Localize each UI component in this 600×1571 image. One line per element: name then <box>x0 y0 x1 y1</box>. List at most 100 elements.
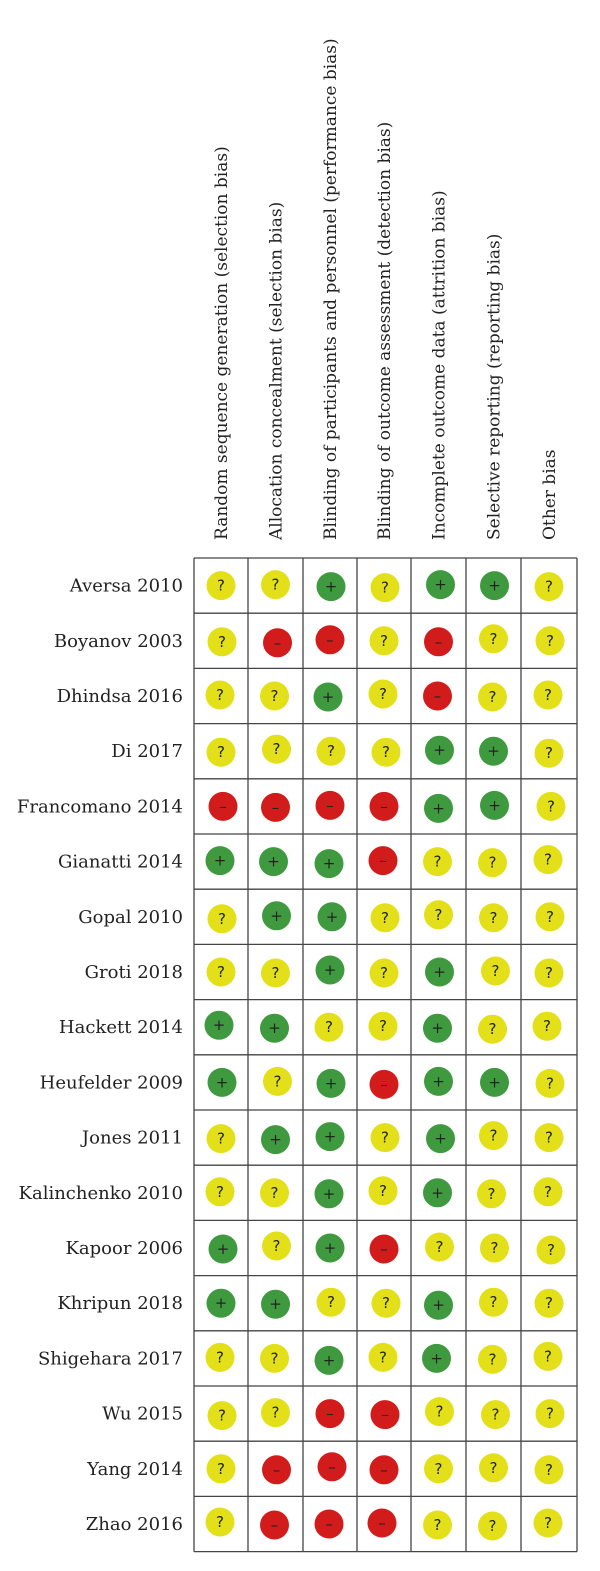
rating-dot-unclear <box>262 734 291 764</box>
rating-symbol: ? <box>379 1348 387 1366</box>
rating-dot-low <box>316 572 346 602</box>
rating-cell-unclear: ? <box>478 848 507 878</box>
rating-symbol: ? <box>545 1294 553 1312</box>
rating-dot-low <box>480 1067 509 1097</box>
rating-symbol: ? <box>379 1017 387 1035</box>
rating-symbol: + <box>270 907 283 925</box>
rating-cell-high: – <box>261 792 290 822</box>
rating-dot-unclear <box>370 573 400 603</box>
study-label: Khripun 2018 <box>57 1293 183 1314</box>
rating-dot-unclear <box>368 1176 398 1206</box>
rating-dot-unclear <box>535 626 565 656</box>
rating-symbol: + <box>432 1072 445 1090</box>
rating-cell-unclear: ? <box>368 1011 398 1041</box>
rating-cell-unclear: ? <box>479 1287 508 1317</box>
rating-cell-high: – <box>314 1509 344 1539</box>
rating-dot-unclear <box>534 572 564 602</box>
rating-symbol: + <box>269 1295 282 1313</box>
rating-dot-low <box>423 1178 452 1208</box>
rating-cell-unclear: ? <box>534 1123 564 1153</box>
rating-dot-unclear <box>206 1454 236 1484</box>
rating-dot-unclear <box>478 682 507 712</box>
rating-dot-unclear <box>316 736 346 766</box>
rating-cell-unclear: ? <box>533 1508 563 1538</box>
rating-symbol: + <box>433 741 446 759</box>
rating-cell-low: + <box>205 846 235 876</box>
rating-symbol: ? <box>492 1406 500 1424</box>
study-label: Gopal 2010 <box>78 907 183 928</box>
rating-symbol: + <box>322 688 335 706</box>
rating-cell-unclear: ? <box>478 682 507 712</box>
rating-cell-unclear: ? <box>206 571 236 601</box>
rating-dot-unclear <box>260 1178 289 1208</box>
rating-cell-unclear: ? <box>369 958 399 988</box>
rating-dot-low <box>261 1125 290 1155</box>
rating-symbol: + <box>432 1296 445 1314</box>
rating-dot-unclear <box>206 571 236 601</box>
rating-dot-low <box>261 1289 290 1319</box>
rating-symbol: ? <box>489 688 497 706</box>
rating-symbol: – <box>380 1240 388 1258</box>
rating-cell-low: + <box>426 1124 455 1154</box>
rating-cell-unclear: ? <box>534 738 564 768</box>
rating-dot-unclear <box>535 902 565 932</box>
rating-symbol: ? <box>490 1459 498 1477</box>
rating-dot-unclear <box>479 903 508 933</box>
rating-symbol: ? <box>492 962 500 980</box>
rating-symbol: ? <box>325 1018 333 1036</box>
rating-symbol: ? <box>545 578 553 596</box>
rating-cell-unclear: ? <box>207 904 237 934</box>
rating-dot-low <box>259 847 288 877</box>
rating-dot-low <box>313 682 343 712</box>
rating-symbol: ? <box>546 1405 554 1423</box>
rating-symbol: + <box>267 853 280 871</box>
rating-cell-unclear: ? <box>478 1511 507 1541</box>
rating-cell-high: – <box>317 1452 347 1482</box>
rating-dot-high <box>424 627 453 657</box>
rating-symbol: ? <box>546 1074 554 1092</box>
rating-dot-unclear <box>425 1397 454 1427</box>
rating-dot-unclear <box>207 1401 237 1431</box>
rating-dot-unclear <box>533 845 563 875</box>
rating-dot-unclear <box>262 1231 291 1261</box>
rating-cell-unclear: ? <box>533 680 563 710</box>
rating-cell-unclear: ? <box>260 681 289 711</box>
rating-cell-unclear: ? <box>205 680 235 710</box>
rating-symbol: ? <box>545 1129 553 1147</box>
rating-symbol: ? <box>217 1130 225 1148</box>
rating-dot-high <box>260 1510 289 1540</box>
rating-cell-unclear: ? <box>425 1397 454 1427</box>
rating-symbol: ? <box>271 1184 279 1202</box>
rating-cell-low: + <box>423 1178 452 1208</box>
rating-dot-high <box>262 1455 291 1485</box>
rating-cell-low: + <box>261 1289 290 1319</box>
rating-symbol: + <box>487 742 500 760</box>
rating-dot-low <box>314 1179 344 1209</box>
rating-cell-low: + <box>208 1234 238 1264</box>
rating-dot-high <box>315 1399 345 1429</box>
rating-dot-unclear <box>478 1014 507 1044</box>
rating-dot-high <box>369 1234 399 1264</box>
rating-dot-low <box>317 902 347 932</box>
column-label: Blinding of outcome assessment (detectio… <box>375 122 395 540</box>
rating-symbol: + <box>324 961 337 979</box>
study-label: Dhindsa 2016 <box>57 686 183 707</box>
rating-cell-low: + <box>259 847 288 877</box>
rating-cell-high: – <box>369 1234 399 1264</box>
rating-cell-high: – <box>369 1455 399 1485</box>
rating-symbol: + <box>323 1351 336 1369</box>
rating-symbol: – <box>326 631 334 649</box>
rating-symbol: + <box>431 1019 444 1037</box>
rating-symbol: ? <box>273 1237 281 1255</box>
rating-dot-high <box>367 1508 397 1538</box>
rating-dot-low <box>422 1343 451 1373</box>
rating-cell-unclear: ? <box>205 1507 235 1537</box>
column-label: Selective reporting (reporting bias) <box>485 234 505 540</box>
rating-cell-low: + <box>313 682 343 712</box>
rating-dot-unclear <box>424 1454 453 1484</box>
rating-dot-high <box>423 681 452 711</box>
rating-dot-unclear <box>206 1124 236 1154</box>
rating-dot-unclear <box>532 1011 562 1041</box>
rating-symbol: + <box>215 1294 228 1312</box>
rating-symbol: ? <box>490 1127 498 1145</box>
